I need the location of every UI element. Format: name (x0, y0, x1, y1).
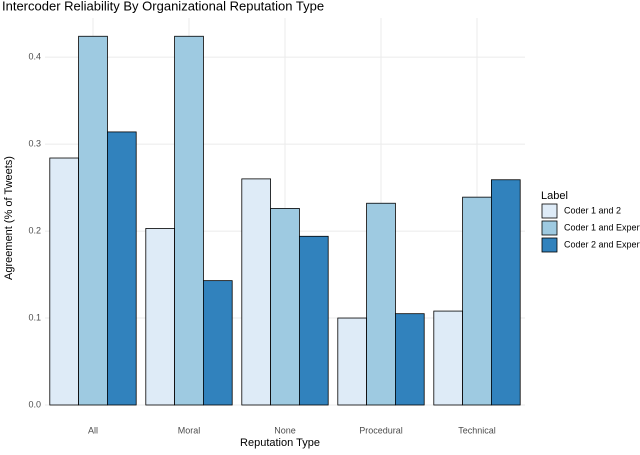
x-tick-label: Procedural (359, 425, 403, 435)
x-tick-label: None (274, 425, 296, 435)
bar (174, 35, 204, 406)
x-tick-label: Technical (458, 425, 496, 435)
bar (107, 131, 137, 406)
x-tick-label: All (88, 425, 98, 435)
bar (490, 179, 521, 406)
bar (298, 235, 329, 406)
bar (145, 228, 176, 406)
bar (78, 35, 108, 406)
legend-swatch (541, 220, 558, 236)
x-tick-label: Moral (178, 425, 201, 435)
y-tick-label: 0.4 (28, 52, 41, 62)
bar (394, 313, 425, 406)
x-axis-label: Reputation Type (240, 437, 320, 449)
y-tick-label: 0.0 (28, 399, 41, 409)
y-tick-label: 0.1 (28, 312, 41, 322)
bar (462, 196, 492, 406)
bar (270, 208, 300, 406)
bar (241, 178, 272, 406)
chart-title: Intercoder Reliability By Organizational… (2, 0, 324, 13)
legend-label: Coder 1 and 2 (564, 205, 621, 215)
bar (49, 157, 79, 406)
bar (202, 280, 233, 406)
bar (337, 317, 367, 406)
legend-label: Coder 1 and Expert (564, 222, 640, 232)
y-tick-label: 0.2 (28, 225, 41, 235)
legend-swatch (541, 203, 558, 219)
legend-label: Coder 2 and Expert (564, 239, 640, 249)
y-tick-label: 0.3 (28, 138, 41, 148)
bar (366, 202, 396, 406)
legend-swatch (541, 237, 558, 253)
y-axis-label: Agreement (% of Tweets) (3, 156, 15, 280)
legend-title: Label (541, 190, 568, 202)
bar (433, 310, 463, 406)
